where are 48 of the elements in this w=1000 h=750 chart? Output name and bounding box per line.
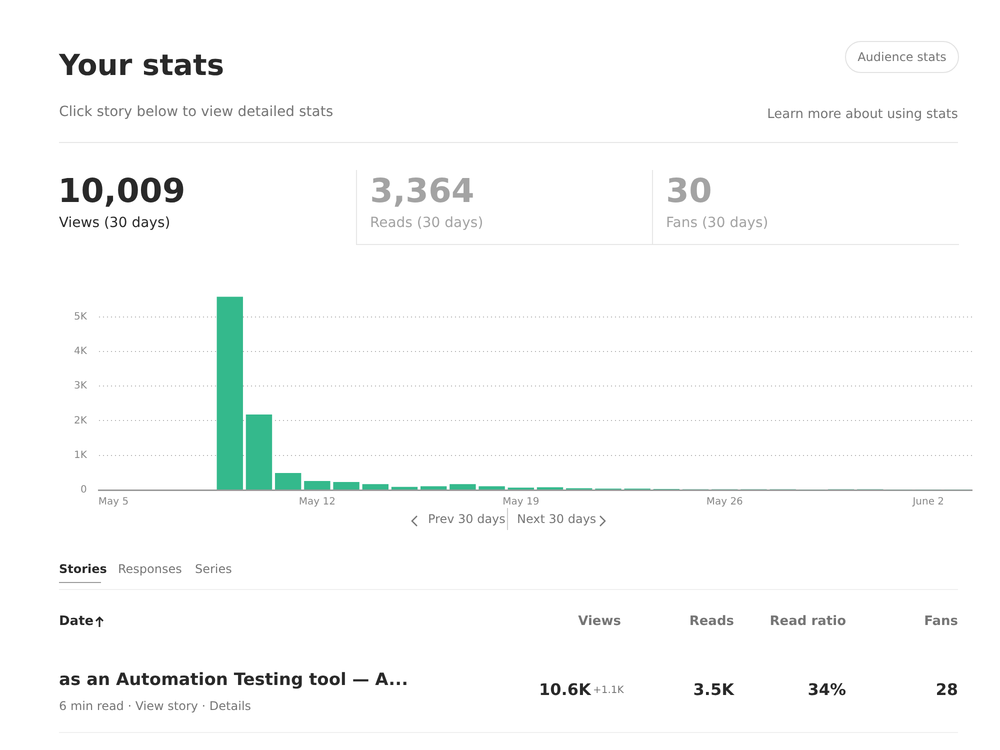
x-tick-label: May 12	[298, 496, 336, 508]
bar	[362, 484, 388, 490]
bar	[478, 486, 505, 490]
text: Stories	[59, 562, 107, 576]
chart-title: Your stats	[59, 48, 224, 82]
text: 6 min read · View story · Details	[59, 699, 252, 713]
bar	[246, 414, 272, 490]
text: 3.5K	[693, 680, 734, 699]
text: Reads	[689, 614, 734, 629]
text: 10,009	[58, 171, 186, 210]
text: Fans (30 days)	[666, 215, 768, 231]
text: Date	[59, 614, 94, 629]
text: Responses	[118, 562, 182, 576]
y-tick-label: 0	[80, 484, 87, 496]
text: Fans	[924, 614, 958, 629]
text: Reads (30 days)	[370, 215, 484, 231]
text: Next 30 days	[517, 512, 596, 526]
text: Audience stats	[845, 41, 959, 73]
text: Views (30 days)	[59, 215, 170, 231]
y-tick-label: 5K	[74, 311, 88, 322]
text: Prev 30 days	[428, 512, 506, 526]
text: 28	[936, 680, 958, 699]
bar	[333, 482, 360, 490]
text: 3,364	[370, 171, 474, 210]
bar	[304, 480, 330, 490]
bar	[420, 486, 447, 490]
x-tick-label: May 19	[502, 496, 540, 508]
y-tick-label: 4K	[74, 346, 88, 358]
text: Views	[578, 614, 621, 629]
x-tick-label: June 2	[912, 496, 944, 508]
chart-subtitle: Click story below to view detailed stats	[59, 104, 334, 120]
text: as an Automation Testing tool — A...	[59, 670, 408, 690]
x-tick-label: May 5	[98, 496, 129, 508]
text: Read ratio	[770, 614, 846, 629]
bar	[391, 486, 418, 490]
text: 10.6K	[539, 680, 591, 699]
text: Learn more about using stats	[767, 107, 958, 122]
y-tick-label: 2K	[74, 415, 88, 426]
bar	[216, 296, 243, 490]
text: Series	[195, 562, 232, 576]
text: 30	[666, 171, 712, 210]
bar	[274, 473, 302, 490]
x-tick-label: May 26	[706, 496, 743, 508]
text: +1.1K	[593, 685, 624, 696]
text: 34%	[808, 680, 846, 699]
y-tick-label: 1K	[74, 450, 88, 461]
bar	[450, 484, 476, 490]
y-tick-label: 3K	[74, 380, 88, 392]
